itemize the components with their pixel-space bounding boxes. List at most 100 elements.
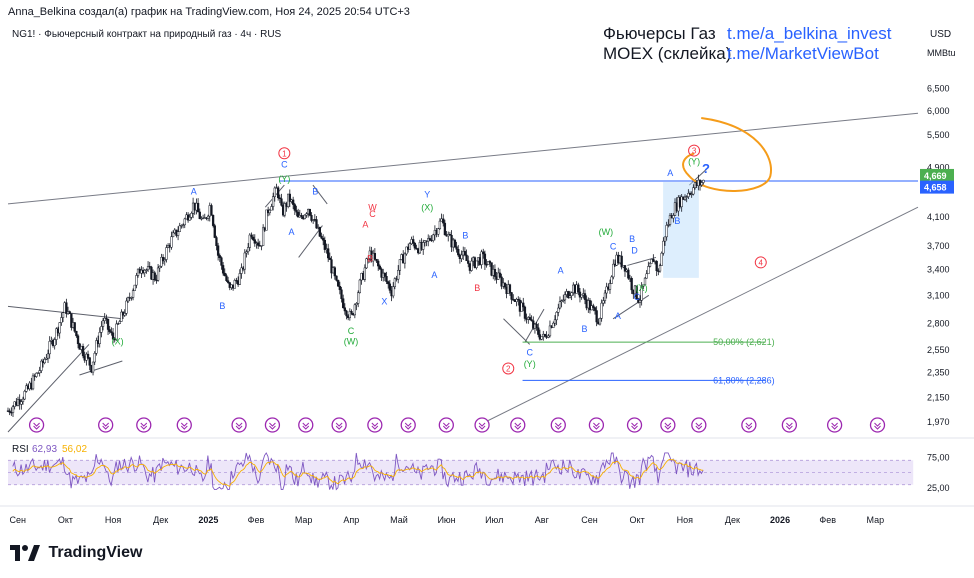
- time-axis[interactable]: Сен Окт Ноя Дек 2025 Фев Мар Апр Май Июн Июл Авг Сен…: [0, 437, 974, 525]
- candle-body: [153, 272, 156, 281]
- candle-body: [100, 326, 103, 333]
- candle-body: [276, 187, 280, 199]
- candle-body: [687, 192, 690, 197]
- candle-body: [116, 323, 120, 325]
- candle-body: [65, 302, 68, 314]
- wave-label: B: [367, 253, 373, 263]
- candle-body: [442, 218, 445, 224]
- candle-body: [555, 312, 558, 321]
- time-tick-label: Июл: [485, 515, 503, 525]
- candle-body: [253, 239, 256, 244]
- event-marker: [510, 417, 526, 433]
- fib-label: 61,80% (2,286): [713, 375, 775, 385]
- candle-body: [305, 213, 308, 216]
- candle-body: [68, 311, 71, 314]
- event-marker: [869, 417, 886, 433]
- candle-body: [528, 317, 532, 320]
- wave-label: 4: [759, 258, 764, 267]
- time-tick-label: Июн: [437, 515, 455, 525]
- candle-body: [365, 258, 368, 269]
- candle-body: [75, 330, 78, 337]
- event-marker: [660, 417, 676, 433]
- telegram-link-1[interactable]: t.me/a_belkina_invest: [727, 24, 892, 43]
- candle-body: [665, 225, 668, 238]
- event-marker: [331, 417, 347, 433]
- price-tick-label: 5,500: [927, 130, 950, 140]
- candle-body: [648, 263, 652, 267]
- candle-body: [181, 224, 185, 226]
- candle-body: [690, 193, 693, 196]
- price-tick-label: 6,500: [927, 84, 950, 94]
- trendline-1: [7, 112, 919, 205]
- telegram-link-2[interactable]: t.me/MarketViewBot: [727, 44, 879, 63]
- wave-label: B: [219, 301, 225, 311]
- rectangles: [663, 182, 699, 278]
- wave-label: B: [629, 234, 635, 244]
- fib-levels: 50,00% (2,621) 61,80% (2,286): [522, 337, 775, 385]
- candle-body: [248, 234, 251, 248]
- candle-body: [233, 280, 236, 289]
- candle-body: [183, 218, 186, 226]
- candle-body: [620, 255, 623, 268]
- candle-body: [73, 322, 76, 332]
- event-markers: [28, 417, 886, 433]
- candle-body: [598, 318, 602, 325]
- candle-body: [291, 199, 295, 205]
- candle-body: [53, 339, 56, 346]
- currency-label[interactable]: USD: [930, 29, 952, 40]
- candle-body: [560, 300, 563, 303]
- wave-label: B: [462, 230, 468, 240]
- candle-body: [216, 245, 220, 256]
- candle-body: [603, 292, 607, 301]
- candle-body: [350, 311, 353, 314]
- title-block: Фьючерсы Газ MOEX (склейка) t.me/a_belki…: [603, 24, 933, 68]
- candle-body: [328, 257, 331, 260]
- candle-body: [610, 276, 613, 284]
- candle-body: [283, 203, 286, 216]
- candle-body: [405, 246, 408, 255]
- candle-body: [101, 320, 105, 327]
- candle-body: [383, 272, 387, 277]
- rsi-value: 62,93: [32, 444, 57, 455]
- wave-channel-line: [7, 344, 90, 433]
- candle-body: [178, 225, 181, 232]
- candle-body: [218, 255, 221, 259]
- event-marker-icon: [269, 422, 276, 430]
- candle-body: [508, 284, 512, 293]
- candle-body: [145, 269, 148, 271]
- price-tick-label: 2,550: [927, 345, 950, 355]
- candle-body: [165, 247, 168, 260]
- candle-body: [251, 236, 255, 240]
- candle-body: [683, 196, 687, 200]
- candle-body: [322, 237, 325, 241]
- candle-body: [110, 331, 113, 334]
- rsi-pane[interactable]: 75,00 25,00 RSI 62,93 56,02: [8, 444, 950, 493]
- event-marker-icon: [874, 422, 881, 430]
- unit-label[interactable]: MMBtu: [927, 48, 956, 58]
- candle-body: [655, 260, 658, 272]
- candle-body: [662, 240, 665, 254]
- candle-body: [206, 215, 210, 219]
- tradingview-logo[interactable]: TradingView: [10, 544, 142, 566]
- candle-body: [260, 245, 263, 247]
- candle-body: [647, 266, 650, 275]
- time-tick-label: Апр: [343, 515, 359, 525]
- candle-body: [335, 275, 338, 281]
- candle-body: [156, 267, 160, 281]
- candle-body: [702, 179, 705, 183]
- candle-body: [268, 209, 271, 214]
- event-marker: [98, 417, 114, 433]
- symbol-legend[interactable]: NG1! · Фьючерсный контракт на природный …: [12, 29, 282, 40]
- price-tick-label: 4,100: [927, 212, 950, 222]
- candle-body: [345, 310, 348, 317]
- candle-body: [378, 265, 382, 270]
- candle-body: [688, 192, 692, 195]
- candle-body: [163, 259, 166, 262]
- event-marker: [626, 417, 643, 433]
- candle-body: [437, 228, 440, 235]
- price-pane[interactable]: 6,500 6,000 5,500 4,900 4,100 3,700 3,400 3,100…: [6, 84, 954, 433]
- wave-label: (W): [344, 336, 359, 346]
- candle-body: [221, 265, 225, 274]
- candle-body: [578, 291, 582, 298]
- candle-body: [171, 232, 175, 238]
